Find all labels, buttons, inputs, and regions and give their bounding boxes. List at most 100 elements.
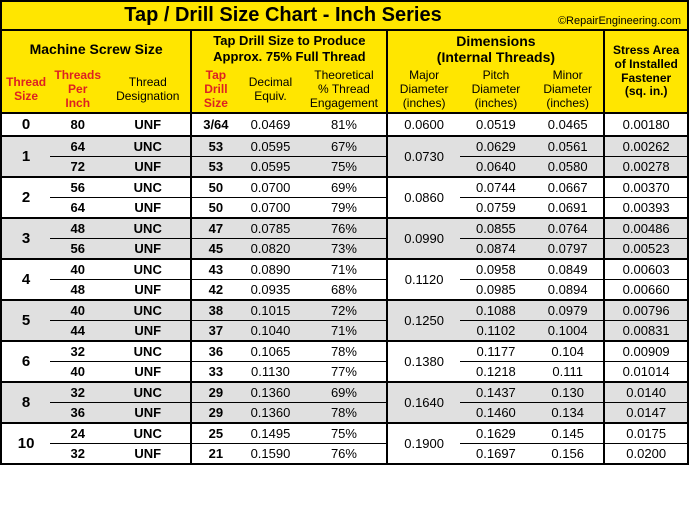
col-tpi: ThreadsPerInch [50,67,105,113]
cell-desig: UNF [105,198,191,219]
cell-decimal: 0.1360 [239,382,301,403]
cell-decimal: 0.1590 [239,444,301,464]
cell-stress: 0.00523 [604,239,687,260]
cell-minor: 0.145 [532,423,604,444]
cell-engage: 75% [301,157,387,178]
cell-pitch: 0.1437 [460,382,532,403]
cell-pitch: 0.0629 [460,136,532,157]
cell-thread-size: 8 [2,382,50,423]
cell-minor: 0.0979 [532,300,604,321]
cell-tap-drill: 29 [191,403,239,424]
cell-minor: 0.156 [532,444,604,464]
cell-pitch: 0.0519 [460,113,532,136]
cell-tpi: 64 [50,136,105,157]
cell-major: 0.0600 [387,113,459,136]
cell-pitch: 0.0759 [460,198,532,219]
cell-pitch: 0.0855 [460,218,532,239]
cell-decimal: 0.0820 [239,239,301,260]
cell-tpi: 40 [50,300,105,321]
cell-desig: UNC [105,259,191,280]
cell-tpi: 24 [50,423,105,444]
cell-tap-drill: 42 [191,280,239,301]
cell-minor: 0.0894 [532,280,604,301]
cell-tpi: 40 [50,362,105,383]
cell-engage: 77% [301,362,387,383]
section-machine: Machine Screw Size [2,31,191,67]
cell-tap-drill: 37 [191,321,239,342]
cell-engage: 78% [301,341,387,362]
section-dims: Dimensions(Internal Threads) [387,31,604,67]
cell-pitch: 0.0985 [460,280,532,301]
cell-stress: 0.0200 [604,444,687,464]
cell-major: 0.1380 [387,341,459,382]
chart-table: Tap / Drill Size Chart - Inch Series ©Re… [0,0,689,465]
cell-desig: UNF [105,113,191,136]
section-stress: Stress Areaof InstalledFastener(sq. in.) [604,31,687,113]
cell-stress: 0.00486 [604,218,687,239]
col-thread-size: ThreadSize [2,67,50,113]
cell-stress: 0.00796 [604,300,687,321]
col-decimal: DecimalEquiv. [239,67,301,113]
cell-tap-drill: 47 [191,218,239,239]
cell-minor: 0.0797 [532,239,604,260]
cell-minor: 0.0849 [532,259,604,280]
cell-tpi: 40 [50,259,105,280]
cell-stress: 0.0147 [604,403,687,424]
cell-thread-size: 0 [2,113,50,136]
cell-engage: 69% [301,382,387,403]
cell-pitch: 0.1177 [460,341,532,362]
cell-decimal: 0.0700 [239,177,301,198]
cell-pitch: 0.0744 [460,177,532,198]
cell-engage: 78% [301,403,387,424]
cell-pitch: 0.1697 [460,444,532,464]
cell-tap-drill: 50 [191,177,239,198]
cell-engage: 79% [301,198,387,219]
cell-engage: 71% [301,259,387,280]
cell-tpi: 64 [50,198,105,219]
cell-stress: 0.0140 [604,382,687,403]
cell-stress: 0.00660 [604,280,687,301]
cell-engage: 69% [301,177,387,198]
cell-stress: 0.00370 [604,177,687,198]
copyright-text: ©RepairEngineering.com [558,15,681,27]
cell-minor: 0.0561 [532,136,604,157]
cell-pitch: 0.1088 [460,300,532,321]
cell-tpi: 56 [50,239,105,260]
cell-decimal: 0.1130 [239,362,301,383]
cell-decimal: 0.0935 [239,280,301,301]
cell-engage: 81% [301,113,387,136]
cell-decimal: 0.0469 [239,113,301,136]
cell-tpi: 80 [50,113,105,136]
chart-title: Tap / Drill Size Chart - Inch Series [8,4,558,27]
cell-decimal: 0.1040 [239,321,301,342]
cell-tpi: 32 [50,444,105,464]
cell-tap-drill: 50 [191,198,239,219]
cell-minor: 0.1004 [532,321,604,342]
cell-pitch: 0.0640 [460,157,532,178]
cell-pitch: 0.1460 [460,403,532,424]
data-table: Machine Screw SizeTap Drill Size to Prod… [2,31,687,463]
cell-stress: 0.00278 [604,157,687,178]
cell-desig: UNC [105,177,191,198]
col-minor: MinorDiameter(inches) [532,67,604,113]
cell-minor: 0.0764 [532,218,604,239]
cell-engage: 76% [301,444,387,464]
cell-minor: 0.111 [532,362,604,383]
cell-stress: 0.00909 [604,341,687,362]
cell-engage: 68% [301,280,387,301]
cell-decimal: 0.1065 [239,341,301,362]
cell-pitch: 0.0958 [460,259,532,280]
cell-decimal: 0.1495 [239,423,301,444]
cell-tap-drill: 38 [191,300,239,321]
cell-tap-drill: 53 [191,136,239,157]
cell-tap-drill: 45 [191,239,239,260]
cell-minor: 0.0691 [532,198,604,219]
cell-major: 0.1900 [387,423,459,463]
col-pitch: PitchDiameter(inches) [460,67,532,113]
cell-decimal: 0.1015 [239,300,301,321]
cell-decimal: 0.0595 [239,157,301,178]
cell-thread-size: 3 [2,218,50,259]
cell-engage: 73% [301,239,387,260]
cell-tap-drill: 53 [191,157,239,178]
cell-desig: UNF [105,157,191,178]
